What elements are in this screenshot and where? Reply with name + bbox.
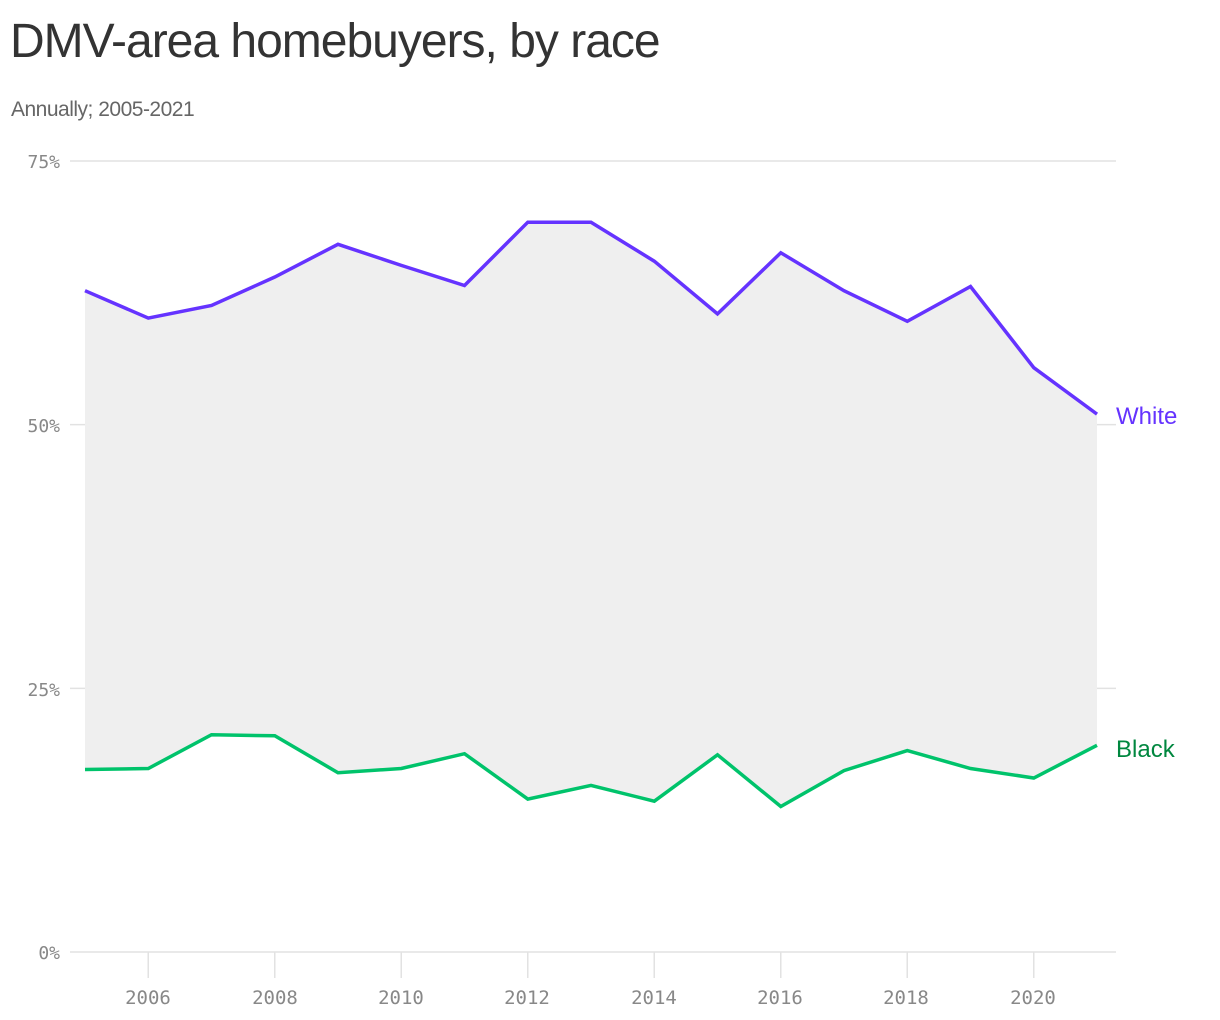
x-tick-label: 2016 [757, 987, 803, 1009]
chart-title: DMV-area homebuyers, by race [10, 15, 661, 68]
x-tick-label: 2020 [1010, 987, 1056, 1009]
x-axis: 2006 2008 2010 2012 2014 2016 2018 2020 [125, 987, 1056, 1009]
y-tick-label: 25% [27, 680, 60, 701]
white-series-label: White [1116, 403, 1177, 430]
x-tick-label: 2012 [504, 987, 550, 1009]
x-tick-label: 2018 [883, 987, 929, 1009]
y-axis: 75% 50% 25% 0% [27, 152, 60, 964]
x-tick-label: 2010 [378, 987, 424, 1009]
y-tick-label: 0% [38, 943, 60, 964]
x-tick-label: 2006 [125, 987, 171, 1009]
white-series-line [84, 220, 1099, 416]
x-tick-label: 2014 [631, 987, 677, 1009]
x-tick-label: 2008 [252, 987, 298, 1009]
y-tick-label: 75% [27, 152, 60, 173]
black-series-label: Black [1116, 736, 1176, 763]
y-tick-label: 50% [27, 416, 60, 437]
black-series-line [84, 732, 1098, 809]
chart-subtitle: Annually; 2005-2021 [11, 98, 195, 121]
gap-area [85, 222, 1097, 807]
